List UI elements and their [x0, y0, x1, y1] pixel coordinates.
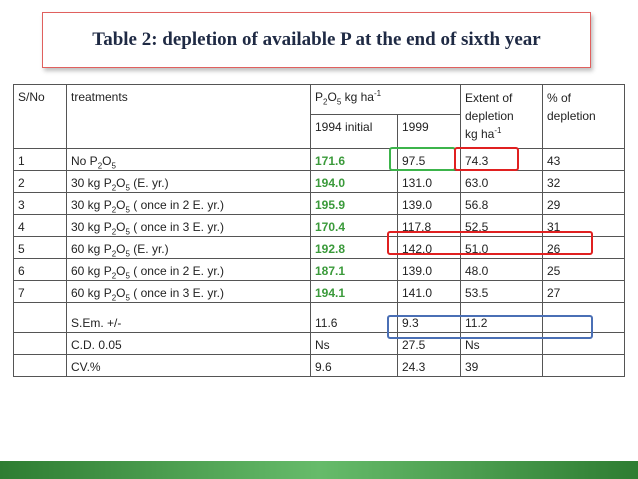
cell-1999: 24.3 — [397, 354, 461, 377]
cell-sno: 6 — [13, 258, 67, 281]
footer-bar — [0, 461, 638, 479]
cell-sno: 3 — [13, 192, 67, 215]
cell-label: C.D. 0.05 — [66, 332, 311, 355]
cell-extent: 48.0 — [460, 258, 543, 281]
highlight-green-row1-1999 — [389, 147, 456, 171]
cell-label: CV.% — [66, 354, 311, 377]
cell-initial: 187.1 — [310, 258, 398, 281]
cell-sno — [13, 302, 67, 333]
header-sno: S/No — [13, 84, 67, 149]
cell-initial: 171.6 — [310, 148, 398, 171]
cell-treatment: 60 kg P2O5 ( once in 2 E. yr.) — [66, 258, 311, 281]
cell-pct: 32 — [542, 170, 625, 193]
cell-initial: 170.4 — [310, 214, 398, 237]
cell-1999: 131.0 — [397, 170, 461, 193]
cell-sno: 7 — [13, 280, 67, 303]
table-row: 4 30 kg P2O5 ( once in 3 E. yr.) 170.4 117.… — [13, 214, 625, 237]
cell-treatment: 30 kg P2O5 (E. yr.) — [66, 170, 311, 193]
highlight-red-row1-extent — [454, 147, 519, 171]
cell-pct — [542, 354, 625, 377]
header-pct: % of depletion — [542, 84, 625, 149]
cell-sno — [13, 332, 67, 355]
cell-pct: 43 — [542, 148, 625, 171]
highlight-red-row4 — [387, 231, 593, 255]
cell-treatment: 30 kg P2O5 ( once in 3 E. yr.) — [66, 214, 311, 237]
cell-pct: 25 — [542, 258, 625, 281]
cell-initial: Ns — [310, 332, 398, 355]
cell-pct: 29 — [542, 192, 625, 215]
cell-sno: 1 — [13, 148, 67, 171]
cell-initial: 11.6 — [310, 302, 398, 333]
cell-treatment: No P2O5 — [66, 148, 311, 171]
cell-treatment: 60 kg P2O5 ( once in 3 E. yr.) — [66, 280, 311, 303]
cell-extent: 56.8 — [460, 192, 543, 215]
table-row: 1 No P2O5 171.6 97.5 74.3 43 — [13, 148, 625, 171]
cell-extent: 39 — [460, 354, 543, 377]
cell-initial: 192.8 — [310, 236, 398, 259]
cell-extent: 63.0 — [460, 170, 543, 193]
table-row: 3 30 kg P2O5 ( once in 2 E. yr.) 195.9 139.… — [13, 192, 625, 215]
highlight-blue-row7 — [387, 315, 593, 339]
cell-pct — [542, 302, 625, 333]
cell-label: S.Em. +/- — [66, 302, 311, 333]
cell-sno: 5 — [13, 236, 67, 259]
cell-initial: 194.1 — [310, 280, 398, 303]
depletion-table: S/No treatments P2O5 kg ha-1 Extent of de… — [13, 84, 625, 377]
stat-row: S.Em. +/- 11.6 9.3 11.2 — [13, 302, 625, 333]
table-row: 6 60 kg P2O5 ( once in 2 E. yr.) 187.1 139.… — [13, 258, 625, 281]
cell-initial: 9.6 — [310, 354, 398, 377]
cell-1999: 139.0 — [397, 192, 461, 215]
table-row: 2 30 kg P2O5 (E. yr.) 194.0 131.0 63.0 32 — [13, 170, 625, 193]
page-title: Table 2: depletion of available P at the… — [92, 29, 541, 50]
cell-1999: 141.0 — [397, 280, 461, 303]
table-row: 7 60 kg P2O5 ( once in 3 E. yr.) 194.1 141.… — [13, 280, 625, 303]
header-row-1: S/No treatments P2O5 kg ha-1 Extent of de… — [13, 84, 625, 149]
cell-pct: 27 — [542, 280, 625, 303]
header-initial: 1994 initial — [310, 114, 398, 149]
header-p2o5: P2O5 kg ha-1 — [310, 84, 461, 115]
cell-sno — [13, 354, 67, 377]
cell-initial: 195.9 — [310, 192, 398, 215]
cell-1999: 139.0 — [397, 258, 461, 281]
stat-row: CV.% 9.6 24.3 39 — [13, 354, 625, 377]
cell-extent: 53.5 — [460, 280, 543, 303]
cell-sno: 2 — [13, 170, 67, 193]
title-box: Table 2: depletion of available P at the… — [42, 12, 591, 68]
cell-sno: 4 — [13, 214, 67, 237]
header-extent: Extent of depletion kg ha-1 — [460, 84, 543, 149]
cell-treatment: 60 kg P2O5 (E. yr.) — [66, 236, 311, 259]
header-1999: 1999 — [397, 114, 461, 149]
cell-extent: 11.2 — [460, 302, 543, 333]
cell-initial: 194.0 — [310, 170, 398, 193]
cell-treatment: 30 kg P2O5 ( once in 2 E. yr.) — [66, 192, 311, 215]
header-treatments: treatments — [66, 84, 311, 149]
